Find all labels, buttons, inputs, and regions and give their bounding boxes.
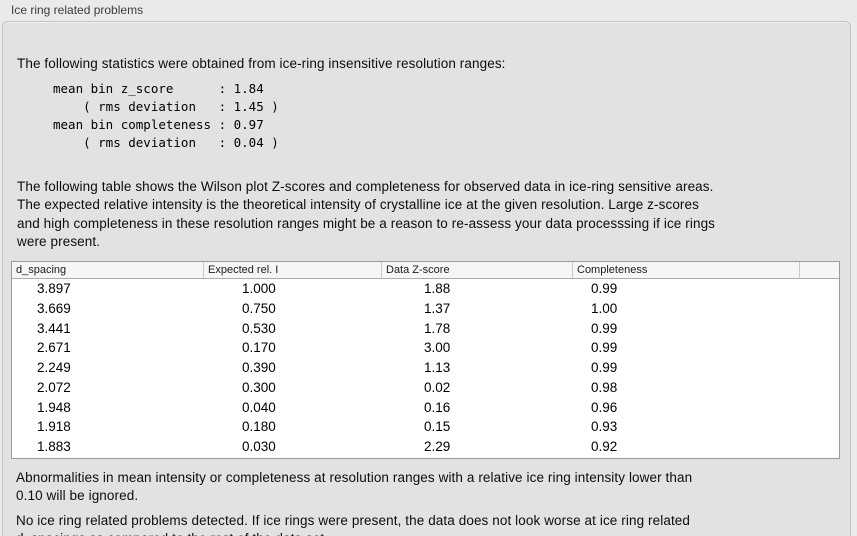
table-cell [799, 358, 839, 378]
table-cell: 1.13 [424, 360, 451, 376]
table-row[interactable]: 3.441 0.530 1.78 0.99 [12, 319, 839, 339]
table-cell [799, 378, 839, 398]
stats-block: mean bin z_score : 1.84 ( rms deviation … [53, 81, 279, 150]
table-row[interactable]: 2.249 0.390 1.13 0.99 [12, 358, 839, 378]
table-header: d_spacing Expected rel. I Data Z-score Comp… [12, 262, 839, 279]
table-cell: 0.040 [242, 399, 276, 415]
table-cell: 0.99 [591, 281, 618, 296]
table-cell: 0.96 [591, 399, 618, 415]
table-cell: 0.99 [591, 320, 618, 336]
table-cell: 3.441 [37, 320, 71, 336]
table-cell [799, 299, 839, 319]
table-cell: 3.897 [37, 281, 71, 296]
table-cell: 1.00 [591, 300, 618, 316]
group-box: The following statistics were obtained f… [2, 21, 851, 536]
table-cell: 0.530 [242, 320, 276, 336]
table-cell: 0.180 [242, 419, 276, 435]
table-cell: 1.37 [424, 300, 451, 316]
table-cell: 2.249 [37, 360, 71, 376]
table-cell: 0.02 [424, 379, 451, 395]
table-row[interactable]: 2.671 0.170 3.00 0.99 [12, 338, 839, 358]
table-cell: 0.300 [242, 379, 276, 395]
table-cell: 3.669 [37, 300, 71, 316]
ice-ring-table[interactable]: d_spacing Expected rel. I Data Z-score Comp… [11, 261, 840, 459]
table-row[interactable]: 2.072 0.300 0.02 0.98 [12, 378, 839, 398]
table-cell: 0.99 [591, 360, 618, 376]
group-box-title: Ice ring related problems [11, 3, 144, 17]
table-row[interactable]: 3.669 0.750 1.37 1.00 [12, 299, 839, 319]
table-row[interactable]: 3.897 1.000 1.88 0.99 [12, 279, 839, 299]
table-body[interactable]: 3.897 1.000 1.88 0.99 3.669 0.750 1.37 1.00 3.44… [12, 279, 839, 458]
table-cell: 0.15 [424, 419, 451, 435]
table-cell: 0.92 [591, 439, 618, 455]
table-cell [799, 319, 839, 339]
table-cell [799, 279, 839, 299]
table-cell: 1.918 [37, 419, 71, 435]
table-cell [799, 398, 839, 418]
table-cell: 1.88 [424, 281, 451, 296]
table-cell: 0.170 [242, 340, 276, 356]
column-header-completeness[interactable]: Completeness [572, 262, 799, 278]
table-row[interactable]: 1.948 0.040 0.16 0.96 [12, 398, 839, 418]
description-text: The following table shows the Wilson plo… [17, 179, 716, 249]
column-header-d-spacing[interactable]: d_spacing [16, 264, 67, 276]
column-header-data-z-score[interactable]: Data Z-score [381, 262, 572, 278]
table-cell: 1.78 [424, 320, 451, 336]
table-cell: 2.072 [37, 379, 71, 395]
table-cell: 0.030 [242, 439, 276, 455]
ignore-note-text: Abnormalities in mean intensity or compl… [16, 470, 693, 503]
table-cell: 3.00 [424, 340, 451, 356]
table-cell: 0.390 [242, 360, 276, 376]
intro-text: The following statistics were obtained f… [17, 56, 506, 71]
table-row[interactable]: 1.918 0.180 0.15 0.93 [12, 417, 839, 437]
conclusion-text: No ice ring related problems detected. I… [16, 513, 691, 536]
table-cell: 0.750 [242, 300, 276, 316]
table-cell: 2.29 [424, 439, 451, 455]
table-cell: 0.93 [591, 419, 618, 435]
table-cell: 1.948 [37, 399, 71, 415]
table-cell: 1.883 [37, 439, 71, 455]
table-cell [799, 437, 839, 457]
table-cell: 0.16 [424, 399, 451, 415]
table-cell [799, 338, 839, 358]
column-header-expected-rel-i[interactable]: Expected rel. I [203, 262, 381, 278]
table-cell [799, 417, 839, 437]
table-cell: 2.671 [37, 340, 71, 356]
table-row[interactable]: 1.883 0.030 2.29 0.92 [12, 437, 839, 457]
table-cell: 0.99 [591, 340, 618, 356]
table-cell: 0.98 [591, 379, 618, 395]
column-header-blank[interactable] [799, 262, 839, 278]
table-cell: 1.000 [242, 281, 276, 296]
